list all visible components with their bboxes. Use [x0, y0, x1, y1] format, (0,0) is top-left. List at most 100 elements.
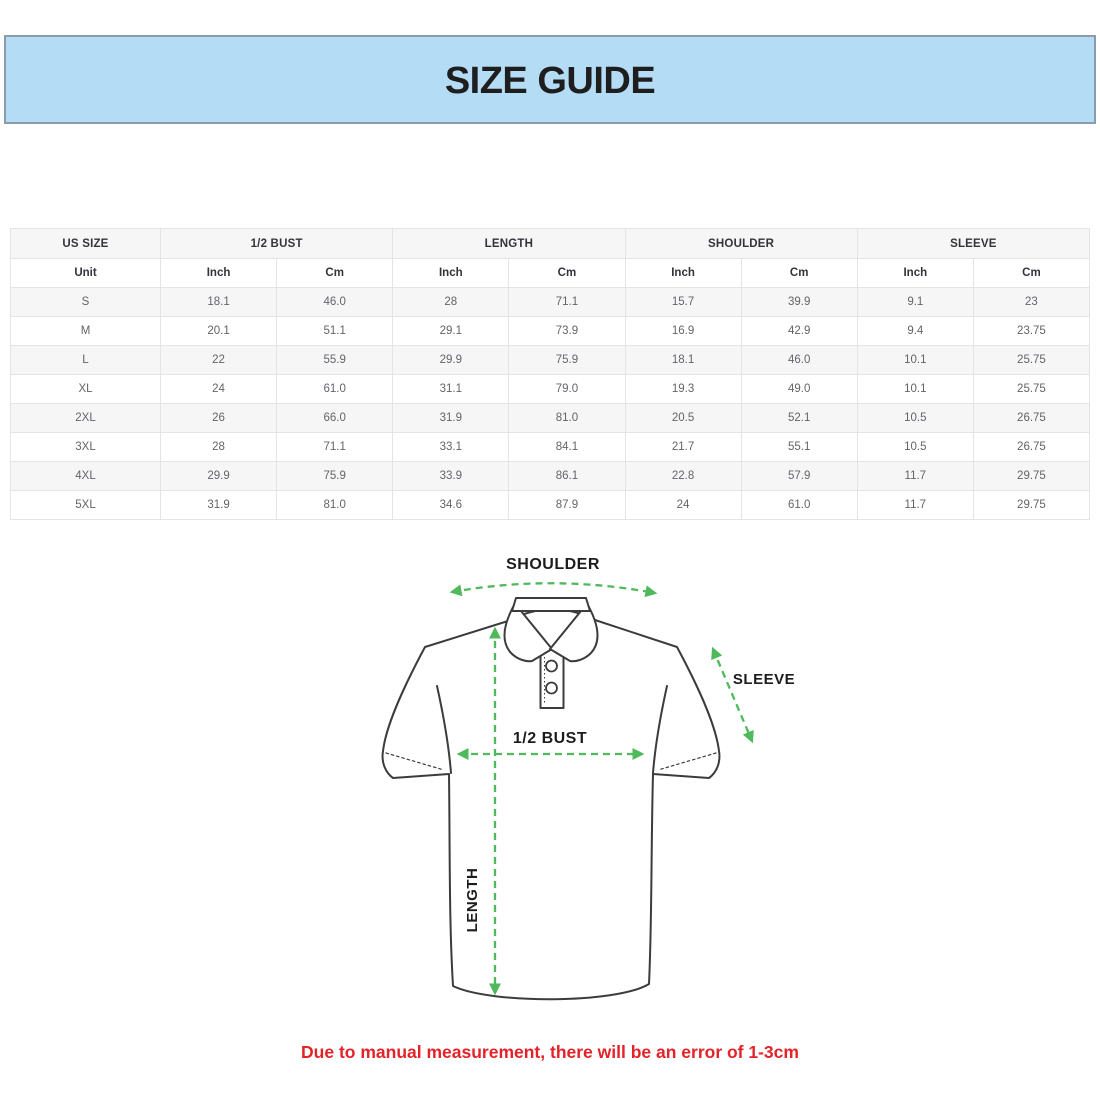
table-row: S 18.1 46.0 28 71.1 15.7 39.9 9.1 23	[10, 287, 1091, 317]
group-header-cell: SHOULDER	[624, 228, 858, 259]
value-cell: 87.9	[508, 490, 626, 520]
size-cell: L	[10, 345, 161, 375]
table-row: 4XL 29.9 75.9 33.9 86.1 22.8 57.9 11.7 29.75	[10, 461, 1091, 491]
table-row: XL 24 61.0 31.1 79.0 19.3 49.0 10.1 25.75	[10, 374, 1091, 404]
value-cell: 29.1	[392, 316, 510, 346]
value-cell: 10.1	[856, 374, 974, 404]
value-cell: 71.1	[508, 287, 626, 317]
table-row: M 20.1 51.1 29.1 73.9 16.9 42.9 9.4 23.75	[10, 316, 1091, 346]
table-row: L 22 55.9 29.9 75.9 18.1 46.0 10.1 25.75	[10, 345, 1091, 375]
value-cell: 10.1	[856, 345, 974, 375]
value-cell: 49.0	[740, 374, 858, 404]
length-label: LENGTH	[464, 868, 481, 933]
value-cell: 15.7	[624, 287, 742, 317]
value-cell: 79.0	[508, 374, 626, 404]
value-cell: 29.9	[159, 461, 278, 491]
bust-label: 1/2 BUST	[513, 730, 587, 747]
page-title: SIZE GUIDE	[444, 60, 656, 102]
size-table: US SIZE 1/2 BUST LENGTH SHOULDER SLEEVE Unit…	[10, 228, 1091, 520]
value-cell: 55.1	[740, 432, 858, 462]
value-cell: 33.9	[392, 461, 510, 491]
button-icon	[545, 659, 558, 673]
value-cell: 20.5	[624, 403, 742, 433]
value-cell: 84.1	[508, 432, 626, 462]
value-cell: 18.1	[159, 287, 278, 317]
size-cell: 5XL	[10, 490, 161, 520]
value-cell: 81.0	[276, 490, 394, 520]
value-cell: 31.9	[392, 403, 510, 433]
value-cell: 10.5	[856, 403, 974, 433]
value-cell: 52.1	[740, 403, 858, 433]
value-cell: 51.1	[276, 316, 394, 346]
value-cell: 46.0	[276, 287, 394, 317]
sleeve-arrow	[711, 646, 754, 744]
value-cell: 19.3	[624, 374, 742, 404]
value-cell: 28	[159, 432, 278, 462]
value-cell: 75.9	[508, 345, 626, 375]
shoulder-label: SHOULDER	[506, 556, 600, 573]
value-cell: 26.75	[972, 403, 1091, 433]
unit-header-cell: Cm	[972, 258, 1091, 288]
sleeve-label: SLEEVE	[733, 671, 795, 688]
unit-header-row: Unit Inch Cm Inch Cm Inch Cm Inch Cm	[10, 258, 1091, 288]
value-cell: 33.1	[392, 432, 510, 462]
unit-header-cell: Cm	[508, 258, 626, 288]
group-header-cell: US SIZE	[10, 228, 161, 259]
value-cell: 9.4	[856, 316, 974, 346]
value-cell: 25.75	[972, 345, 1091, 375]
value-cell: 24	[159, 374, 278, 404]
size-cell: 3XL	[10, 432, 161, 462]
value-cell: 75.9	[276, 461, 394, 491]
value-cell: 66.0	[276, 403, 394, 433]
size-cell: S	[10, 287, 161, 317]
value-cell: 21.7	[624, 432, 742, 462]
value-cell: 39.9	[740, 287, 858, 317]
value-cell: 26	[159, 403, 278, 433]
value-cell: 73.9	[508, 316, 626, 346]
size-table-body: S 18.1 46.0 28 71.1 15.7 39.9 9.1 23 M 20.1 51.1 29.…	[10, 287, 1091, 520]
table-row: 5XL 31.9 81.0 34.6 87.9 24 61.0 11.7 29.75	[10, 490, 1091, 520]
value-cell: 24	[624, 490, 742, 520]
size-table-head: US SIZE 1/2 BUST LENGTH SHOULDER SLEEVE Unit…	[10, 228, 1091, 288]
group-header-cell: 1/2 BUST	[159, 228, 394, 259]
group-header-row: US SIZE 1/2 BUST LENGTH SHOULDER SLEEVE	[10, 228, 1091, 259]
value-cell: 10.5	[856, 432, 974, 462]
value-cell: 29.75	[972, 490, 1091, 520]
polo-shirt-outline	[381, 608, 721, 1001]
table-row: 2XL 26 66.0 31.9 81.0 20.5 52.1 10.5 26.75	[10, 403, 1091, 433]
unit-header-cell: Inch	[159, 258, 278, 288]
value-cell: 9.1	[856, 287, 974, 317]
value-cell: 61.0	[740, 490, 858, 520]
banner: SIZE GUIDE	[4, 35, 1096, 124]
value-cell: 22.8	[624, 461, 742, 491]
group-header-cell: LENGTH	[392, 228, 626, 259]
value-cell: 16.9	[624, 316, 742, 346]
unit-header-cell: Inch	[624, 258, 742, 288]
measurement-arrows	[449, 582, 754, 996]
value-cell: 71.1	[276, 432, 394, 462]
group-header-cell: SLEEVE	[856, 228, 1091, 259]
measurement-disclaimer: Due to manual measurement, there will be…	[301, 1042, 799, 1062]
value-cell: 42.9	[740, 316, 858, 346]
value-cell: 18.1	[624, 345, 742, 375]
unit-header-cell: Cm	[276, 258, 394, 288]
value-cell: 55.9	[276, 345, 394, 375]
unit-header-cell: Cm	[740, 258, 858, 288]
value-cell: 25.75	[972, 374, 1091, 404]
unit-header-cell: Unit	[10, 258, 161, 288]
value-cell: 23	[972, 287, 1091, 317]
size-cell: XL	[10, 374, 161, 404]
value-cell: 23.75	[972, 316, 1091, 346]
value-cell: 29.75	[972, 461, 1091, 491]
value-cell: 31.9	[159, 490, 278, 520]
value-cell: 11.7	[856, 461, 974, 491]
unit-header-cell: Inch	[392, 258, 510, 288]
collar	[503, 597, 599, 663]
size-cell: 2XL	[10, 403, 161, 433]
value-cell: 61.0	[276, 374, 394, 404]
button-icon	[545, 681, 558, 695]
size-cell: M	[10, 316, 161, 346]
value-cell: 28	[392, 287, 510, 317]
value-cell: 11.7	[856, 490, 974, 520]
